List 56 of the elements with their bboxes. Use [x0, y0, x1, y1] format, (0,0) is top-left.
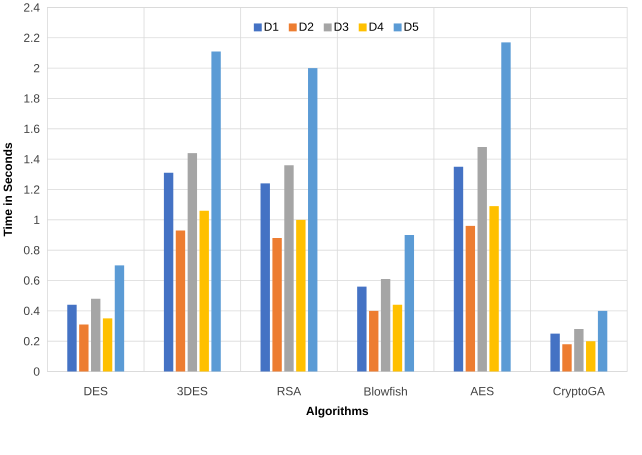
x-tick-label: AES [470, 386, 494, 396]
bar [574, 329, 584, 372]
bar [380, 279, 390, 372]
y-tick-label: 1.8 [24, 94, 40, 103]
bar [296, 220, 306, 372]
y-tick-label: 2.2 [24, 34, 40, 42]
bar [114, 265, 124, 372]
bar [369, 310, 378, 372]
y-tick-label: 0 [34, 367, 40, 376]
bar [404, 235, 414, 372]
bar [392, 304, 402, 372]
bar [176, 230, 186, 372]
bar [188, 153, 198, 372]
y-tick-label: 0.8 [24, 246, 40, 254]
bar [466, 226, 476, 372]
y-tick-label: 1 [34, 216, 40, 224]
bar [357, 286, 367, 372]
bar [478, 147, 487, 372]
bar [501, 42, 511, 372]
bar [454, 166, 464, 372]
y-tick-label: 1.6 [24, 124, 40, 134]
y-tick-label: 0.6 [24, 276, 40, 285]
bar [79, 324, 89, 372]
legend-label: D4 [370, 22, 384, 31]
bar [102, 318, 112, 372]
bar [91, 298, 100, 372]
y-axis-title: Time in Seconds [3, 142, 12, 236]
y-tick-label: 1.2 [24, 185, 40, 194]
bar [586, 341, 596, 372]
x-tick-label: 3DES [177, 386, 208, 396]
x-tick-label: RSA [278, 386, 302, 396]
bar [489, 206, 499, 372]
y-tick-label: 1.4 [24, 155, 40, 164]
bar [272, 238, 282, 372]
legend-label: D1 [264, 22, 278, 31]
bar [550, 334, 560, 372]
bar [308, 68, 318, 372]
legend-label: D5 [404, 22, 418, 31]
legend-label: D2 [300, 22, 314, 31]
bar [260, 183, 270, 372]
legend-label: D3 [334, 22, 348, 31]
bar [164, 172, 174, 372]
x-tick-label: CryptoGA [553, 386, 605, 398]
y-tick-label: 0.2 [24, 337, 40, 346]
bar [200, 210, 209, 372]
bar [67, 304, 77, 372]
y-tick-label: 0.4 [24, 306, 40, 316]
bar [598, 310, 608, 372]
bar [284, 165, 294, 372]
bar [211, 51, 221, 372]
y-tick-label: 2.4 [24, 3, 40, 12]
x-tick-label: DES [84, 386, 108, 396]
x-axis-title: Algorithms [306, 406, 368, 418]
x-tick-label: Blowfish [364, 386, 407, 396]
y-tick-label: 2 [34, 64, 40, 72]
bar [562, 344, 572, 372]
